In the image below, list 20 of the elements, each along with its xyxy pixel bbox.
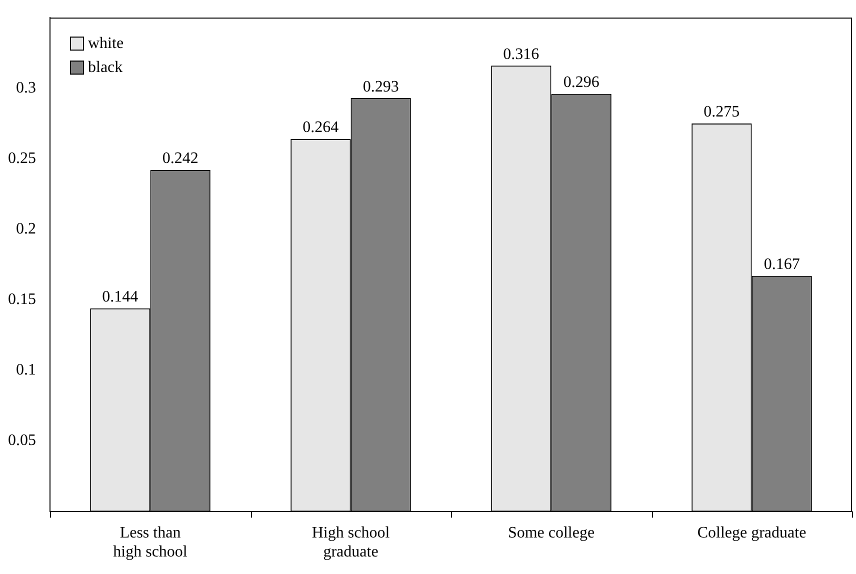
x-tick-label: Less than high school <box>113 524 188 561</box>
data-label: 0.275 <box>704 104 740 121</box>
data-label: 0.293 <box>362 78 399 96</box>
data-label: 0.242 <box>162 150 198 168</box>
legend-label: black <box>88 58 123 76</box>
y-tick-label: 0.15 <box>8 291 36 308</box>
legend-label: white <box>88 34 124 52</box>
y-tick-label: 0.25 <box>8 150 36 167</box>
y-tick-label: 0.05 <box>8 432 36 450</box>
y-tick-label: 0.3 <box>16 79 36 96</box>
x-tick-label: Some college <box>508 524 595 542</box>
data-label: 0.167 <box>764 256 800 274</box>
x-tick-label: High school graduate <box>312 524 390 561</box>
data-label: 0.296 <box>563 74 600 92</box>
data-label: 0.264 <box>302 119 339 136</box>
x-tick-label: College graduate <box>697 524 806 542</box>
data-label: 0.316 <box>503 46 540 63</box>
y-tick-label: 0.2 <box>16 220 36 238</box>
y-tick-label: 0.1 <box>16 362 36 379</box>
data-label: 0.144 <box>102 288 138 306</box>
